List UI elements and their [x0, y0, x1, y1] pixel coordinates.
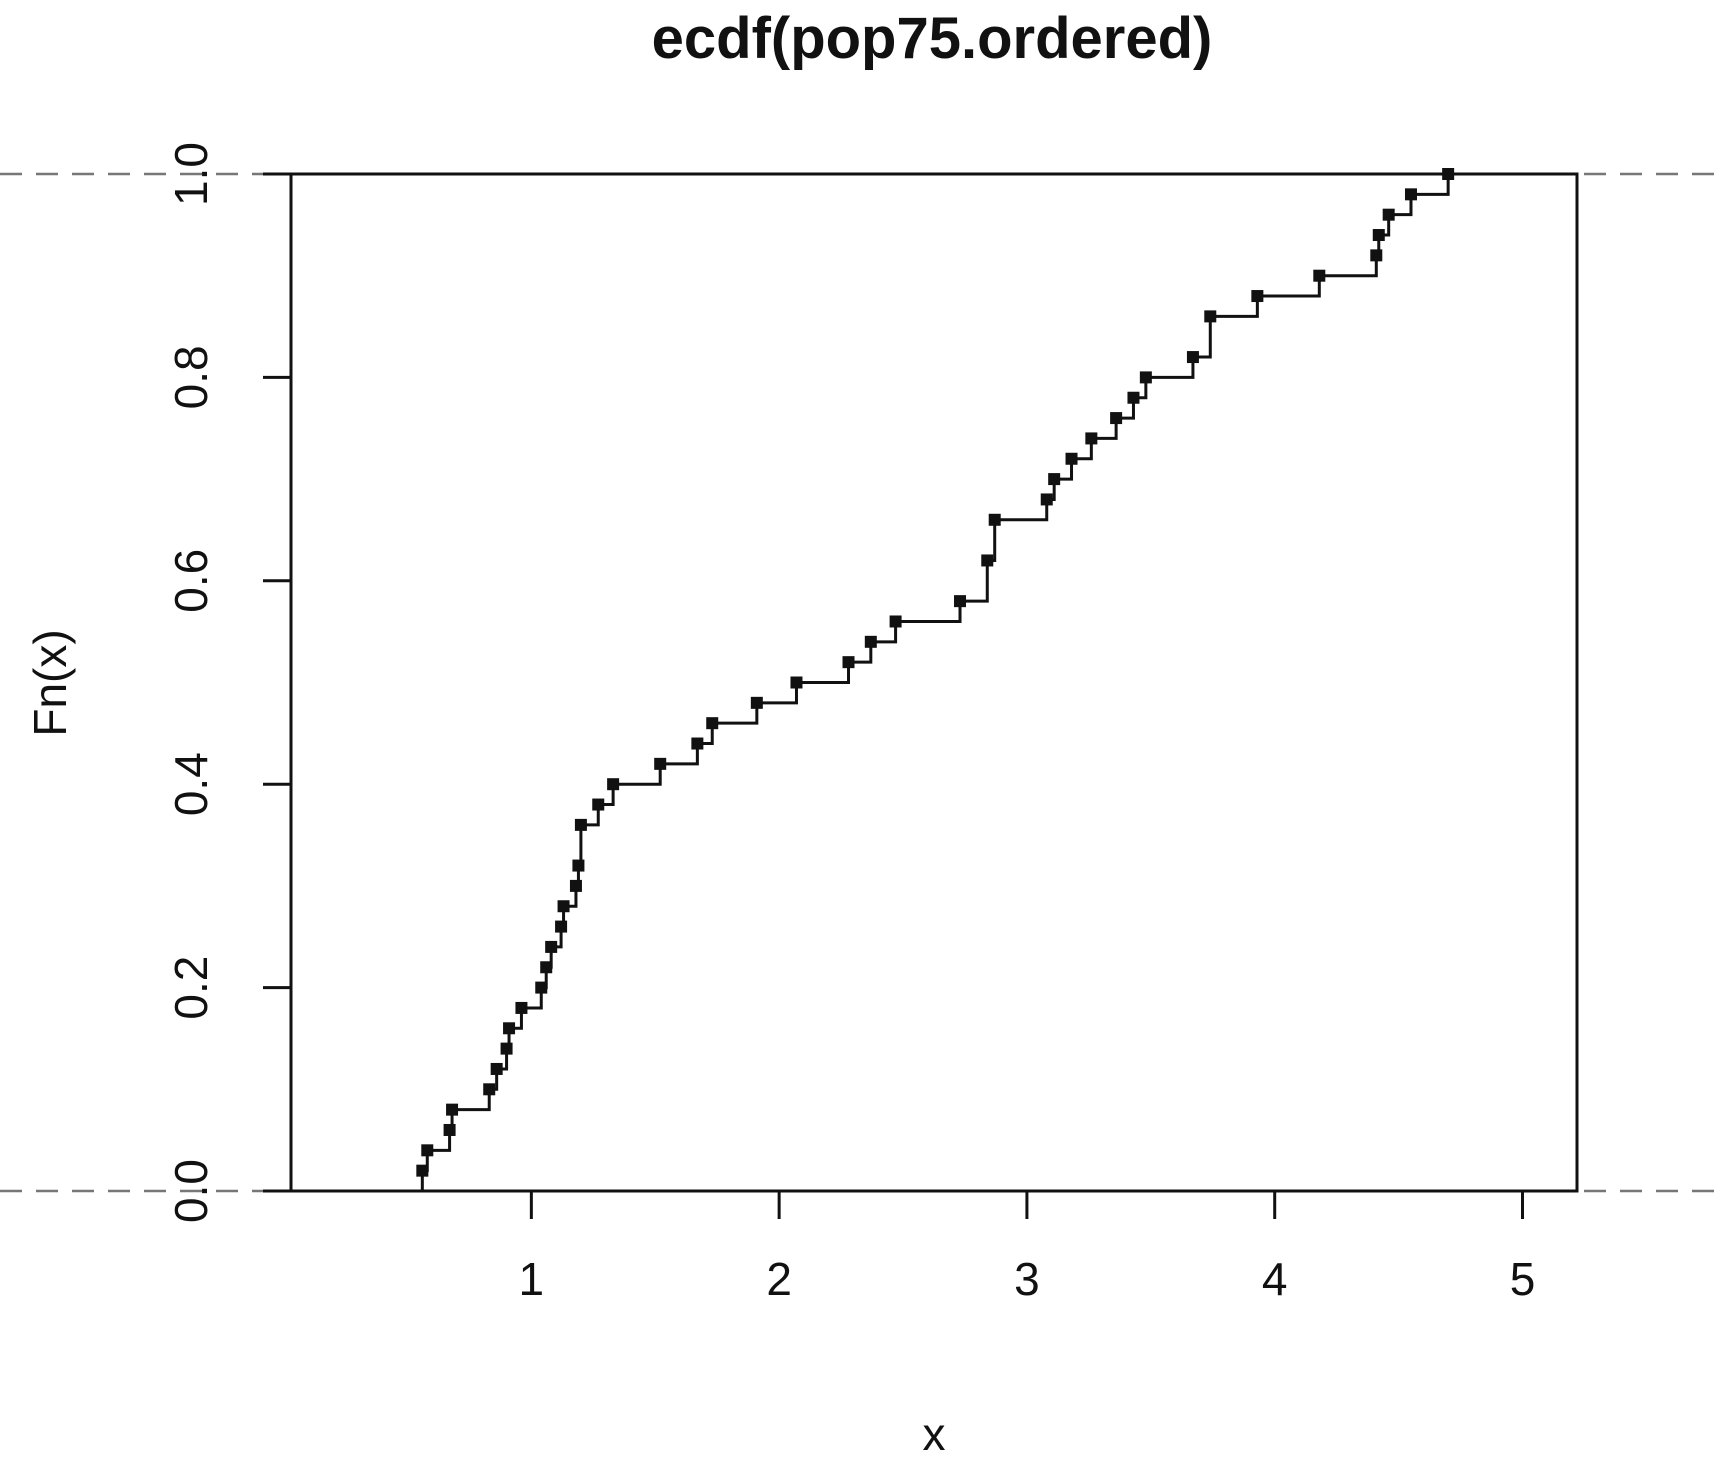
data-point-23 — [790, 676, 803, 689]
x-axis: 1 2 3 4 5 — [519, 1189, 1536, 1305]
data-point-18 — [607, 778, 620, 791]
data-point-22 — [750, 696, 763, 709]
chart-title: ecdf(pop75.ordered) — [652, 6, 1213, 71]
x-axis-label: x — [923, 1408, 946, 1459]
data-point-28 — [981, 554, 994, 567]
data-point-34 — [1110, 412, 1123, 425]
x-tick-label-4: 5 — [1510, 1253, 1536, 1305]
data-point-1 — [421, 1144, 434, 1157]
ecdf-step-line — [420, 174, 1450, 1191]
data-point-38 — [1204, 310, 1217, 323]
y-axis: 0.0 0.2 0.4 0.6 0.8 1.0 — [165, 142, 293, 1223]
y-tick-label-5: 1.0 — [165, 142, 217, 206]
reference-lines — [0, 172, 1725, 1193]
data-point-19 — [654, 757, 667, 770]
data-point-29 — [988, 513, 1001, 526]
x-tick-label-1: 2 — [766, 1253, 792, 1305]
data-point-11 — [545, 940, 558, 953]
data-point-45 — [1442, 168, 1455, 180]
data-point-16 — [574, 818, 587, 831]
data-point-10 — [540, 961, 553, 974]
data-point-27 — [954, 595, 967, 608]
data-point-4 — [483, 1083, 496, 1096]
data-point-0 — [416, 1164, 429, 1177]
data-point-20 — [691, 737, 704, 750]
data-point-13 — [557, 900, 570, 913]
y-tick-label-3: 0.6 — [165, 549, 217, 613]
y-axis-label: Fn(x) — [24, 629, 76, 736]
data-point-30 — [1040, 493, 1053, 506]
data-point-12 — [555, 920, 568, 933]
y-tick-label-0: 0.0 — [165, 1159, 217, 1223]
data-point-5 — [490, 1062, 503, 1075]
data-point-26 — [889, 615, 902, 628]
x-tick-label-3: 4 — [1262, 1253, 1288, 1305]
data-point-39 — [1251, 290, 1264, 303]
data-point-41 — [1370, 249, 1383, 262]
y-tick-label-2: 0.4 — [165, 752, 217, 816]
x-tick-label-0: 1 — [519, 1253, 545, 1305]
plot-frame — [289, 172, 1579, 1193]
data-point-9 — [535, 981, 548, 994]
y-tick-label-4: 0.8 — [165, 345, 217, 409]
data-point-6 — [500, 1042, 513, 1055]
data-point-36 — [1139, 371, 1152, 384]
data-point-21 — [706, 717, 719, 730]
data-point-24 — [842, 656, 855, 669]
data-point-40 — [1313, 269, 1326, 282]
data-point-25 — [864, 635, 877, 648]
data-point-3 — [446, 1103, 459, 1116]
data-point-7 — [503, 1022, 516, 1035]
data-point-15 — [572, 859, 585, 872]
data-point-37 — [1186, 351, 1199, 364]
data-point-44 — [1404, 188, 1417, 201]
y-tick-label-1: 0.2 — [165, 956, 217, 1020]
data-point-35 — [1127, 391, 1140, 404]
data-point-14 — [569, 879, 582, 892]
data-point-33 — [1085, 432, 1098, 445]
x-tick-label-2: 3 — [1014, 1253, 1040, 1305]
data-point-32 — [1065, 452, 1078, 465]
data-point-17 — [592, 798, 605, 811]
data-point-2 — [443, 1123, 456, 1136]
points-layer — [416, 168, 1455, 1177]
series-layer — [420, 174, 1450, 1191]
data-point-42 — [1372, 229, 1385, 242]
data-point-43 — [1382, 208, 1395, 221]
data-point-8 — [515, 1001, 528, 1014]
data-point-31 — [1048, 473, 1061, 486]
